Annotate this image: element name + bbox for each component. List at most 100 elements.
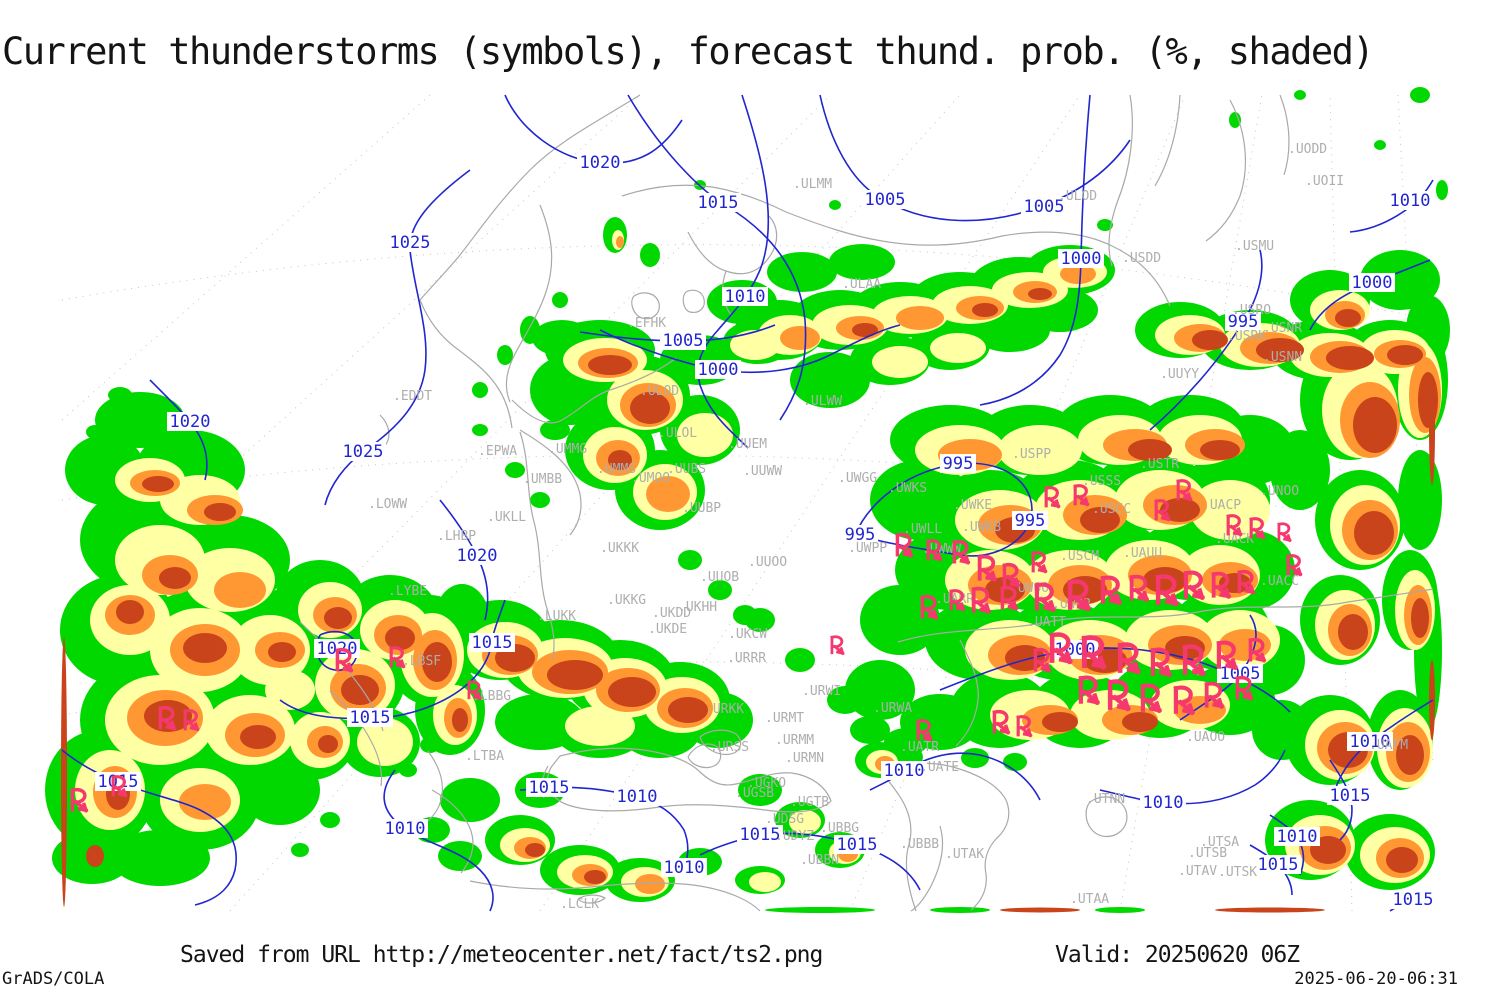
station-label: .UAFM [1369,738,1408,753]
station-label: .USTR [1140,457,1179,472]
isobar-label: 1015 [740,825,781,845]
prob-area-red [86,845,104,867]
graticule-line [61,94,431,421]
prob-area-green [291,843,309,857]
saved-from-url-caption: Saved from URL http://meteocenter.net/fa… [180,942,823,968]
coastline [1154,94,1181,187]
prob-area-green [440,778,500,822]
station-label: .LOWW [368,497,407,512]
isobar-label-box [95,772,141,791]
prob-area-red [1143,567,1187,593]
prob-area-red [318,735,338,753]
prob-area-green [1270,430,1330,510]
station-label: .USPP [1012,447,1051,462]
isobar-label: 1005 [1220,664,1261,684]
isobar-label-box [577,153,623,172]
prob-area-red [608,677,656,707]
isobar-label-box [722,287,768,306]
prob-area-green [420,737,440,753]
prob-area-orange [896,306,944,330]
station-label: .UBBG [820,821,859,836]
station-label: .UKKK [600,541,639,556]
station-label: .UWKS [888,481,927,496]
coastline [631,292,660,320]
prob-area-green [1097,219,1113,231]
prob-area-green [552,292,568,308]
prob-area-green [733,605,757,625]
isobar-label: 1025 [343,442,384,462]
prob-area-orange [214,572,266,608]
station-label: .USCC [1092,502,1131,517]
isobar-label-box [1021,197,1067,216]
coastline [431,789,474,874]
prob-area-green [472,424,488,436]
isobar-label: 1010 [1143,793,1184,813]
isobar-line [627,94,807,421]
prob-area-green [767,252,837,292]
station-label: .ULOL [658,426,697,441]
isobar-label: 1000 [1061,249,1102,269]
station-label: .UUOB [700,570,739,585]
isobar-label: 1005 [1024,197,1065,217]
prob-area-green [1229,112,1241,128]
coastline [687,743,722,769]
isobar-label: 1015 [350,708,391,728]
station-label: .USMU [1235,239,1274,254]
coastline [519,429,582,536]
prob-area-orange [646,476,690,512]
isobar-label: 995 [1228,312,1259,332]
prob-area-green [765,907,875,913]
coastline [955,639,979,747]
isobar-label: 1010 [725,287,766,307]
isobar-line [316,630,358,671]
station-label: .ULOD [1058,189,1097,204]
station-label: .UWKE [953,498,992,513]
isobar-label-box [454,546,500,565]
prob-area-red [1000,907,1080,913]
station-label: .UDYZ [775,829,814,844]
prob-area-red [183,633,227,663]
coastline [1108,94,1133,267]
prob-area-green [640,243,660,267]
station-label: .UTSA [1200,835,1239,850]
prob-area-red [1354,511,1394,555]
coastline [419,94,641,301]
station-label: .USDD [1122,251,1161,266]
station-label: .UATE [920,760,959,775]
prob-area-orange [635,874,665,894]
station-label: .UGSB [735,786,774,801]
isobar-label-box [1012,511,1048,530]
station-label: .UWPP [848,541,887,556]
isobar-label: 1015 [1330,786,1371,806]
coastline [897,588,1434,643]
prob-area-green [845,660,915,720]
station-label: .UDSG [765,812,804,827]
station-label: .UWLL [903,522,942,537]
isobar-label: 1015 [98,772,139,792]
coastline [881,762,1010,911]
prob-area-green [497,345,513,365]
isobar-label-box [1217,664,1263,683]
coastline [419,299,513,429]
station-label: .UNOO [1260,484,1299,499]
prob-area-green [1410,87,1430,103]
station-label: .EDDT [393,389,432,404]
prob-area-red [1080,507,1120,533]
prob-area-red [547,660,603,690]
prob-area-red [972,303,998,317]
isobar-label-box [940,454,976,473]
station-label: .UTNN [1086,792,1125,807]
station-label: .UMMG [548,442,587,457]
station-label: .LYBE [388,584,427,599]
isobar-label-box [834,835,880,854]
isobar-label: 1015 [698,193,739,213]
coastline [329,690,383,787]
isobar-label-box [660,331,706,350]
station-label: .UMMS [597,462,636,477]
prob-area-yellow [677,413,733,457]
coastline [1205,99,1247,242]
isobar-label: 1015 [1258,855,1299,875]
prob-area-yellow [872,346,928,378]
graticule-line [229,94,961,912]
